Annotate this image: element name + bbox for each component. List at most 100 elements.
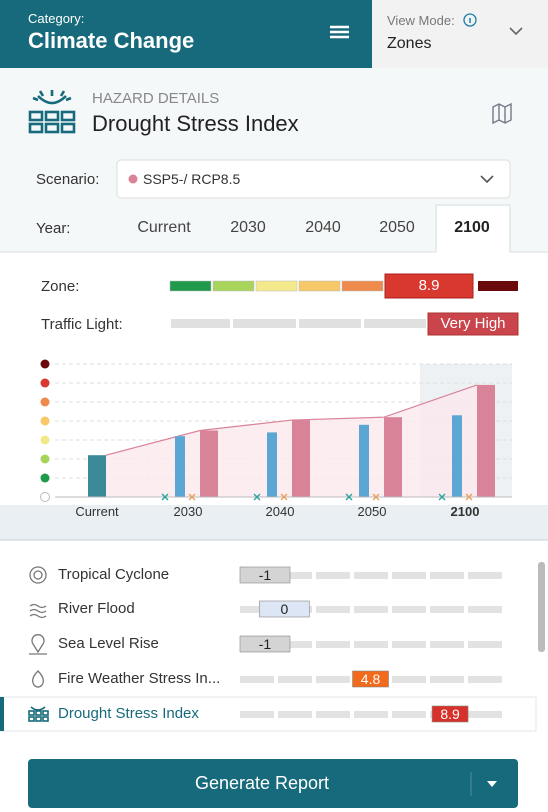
bar: [292, 420, 310, 497]
traffic-segment: [171, 319, 230, 328]
track-segment: [392, 572, 426, 579]
track-segment: [468, 641, 502, 648]
bar: [452, 415, 462, 497]
selected-tab[interactable]: [437, 206, 509, 253]
bar: [175, 436, 185, 497]
zone-segment: [169, 280, 212, 292]
track-segment: [430, 676, 464, 683]
track-segment: [316, 606, 350, 613]
level-dot: [40, 473, 50, 483]
tab-border: [0, 204, 548, 253]
scrollbar[interactable]: [538, 562, 545, 652]
marker-x: [372, 493, 380, 501]
level-dot: [40, 359, 50, 369]
hazard-title: Drought Stress Index: [92, 111, 299, 136]
traffic-badge: [427, 312, 519, 336]
view-mode[interactable]: Zones: [387, 35, 432, 52]
year-label: Year:: [36, 220, 71, 237]
hazard-kicker: HAZARD DETAILS: [92, 90, 220, 107]
traffic-segment: [233, 319, 296, 328]
level-dot: [40, 435, 50, 445]
marker-x: [161, 493, 169, 501]
track-segment: [430, 572, 464, 579]
hazard-name[interactable]: Tropical Cyclone: [58, 566, 170, 583]
track-segment: [240, 676, 274, 683]
value-label: -1: [258, 567, 272, 583]
scenario-label: Scenario:: [36, 171, 100, 188]
value-label: -1: [258, 636, 272, 652]
track-segment: [316, 676, 350, 683]
bar: [384, 417, 402, 497]
marker-x: [253, 493, 261, 501]
track-segment: [316, 641, 350, 648]
view-mode-label: View Mode:: [387, 13, 455, 28]
level-dot: [40, 416, 50, 426]
hazard-name[interactable]: Sea Level Rise: [58, 635, 159, 652]
drought-icon: [28, 90, 76, 134]
traffic-segment: [364, 319, 426, 328]
texture: [0, 505, 548, 540]
track-segment: [468, 711, 502, 718]
track-segment: [468, 606, 502, 613]
year-tab[interactable]: 2030: [230, 219, 266, 236]
x-tick-label: Current: [75, 504, 119, 519]
level-dot: [40, 454, 50, 464]
year-tab[interactable]: 2100: [454, 219, 490, 236]
year-tab[interactable]: 2040: [305, 219, 341, 236]
hazard-name[interactable]: Fire Weather Stress In...: [58, 670, 221, 687]
hazard-name[interactable]: River Flood: [58, 600, 135, 617]
zone-segment: [212, 280, 255, 292]
x-tick-label: 2100: [451, 504, 480, 519]
track-segment: [354, 711, 388, 718]
bar: [88, 455, 106, 497]
value-badge: [259, 600, 310, 618]
track-segment: [354, 641, 388, 648]
value-badge: [239, 566, 291, 584]
x-tick-label: 2050: [358, 504, 387, 519]
track-segment: [430, 641, 464, 648]
button-label[interactable]: Generate Report: [194, 773, 330, 793]
header-right: [372, 0, 548, 68]
value-badge: [431, 705, 469, 723]
year-tab[interactable]: Current: [137, 219, 191, 236]
chevron: [480, 175, 494, 184]
level-dot: [40, 492, 50, 502]
value-label: 8.9: [440, 706, 460, 722]
generate-button[interactable]: [28, 759, 518, 808]
traffic-segment: [299, 319, 361, 328]
track-segment: [278, 572, 312, 579]
row-indicator: [0, 697, 4, 731]
year-tab[interactable]: 2050: [379, 219, 415, 236]
marker-x: [345, 493, 353, 501]
scenario-select[interactable]: [116, 159, 511, 199]
x-tick-label: 2030: [174, 504, 203, 519]
map-icon[interactable]: [492, 102, 512, 125]
value-badge: [352, 670, 389, 688]
header-left: [0, 0, 372, 68]
track-segment: [392, 606, 426, 613]
dropdown-caret[interactable]: [487, 781, 497, 787]
zone-segment: [255, 280, 298, 292]
marker-x: [438, 493, 446, 501]
track-segment: [278, 676, 312, 683]
track-segment: [278, 641, 312, 648]
hazard-name[interactable]: Drought Stress Index: [58, 705, 199, 722]
traffic-light-label: Traffic Light:: [41, 316, 123, 333]
zone-badge: [384, 273, 474, 299]
marker-x: [465, 493, 473, 501]
value-label: 0: [280, 601, 289, 617]
info-icon[interactable]: [463, 13, 477, 27]
value-label: 4.8: [360, 671, 381, 687]
bar: [267, 432, 277, 497]
track-segment: [278, 711, 312, 718]
chevron[interactable]: [509, 27, 523, 36]
menu-icon[interactable]: [330, 25, 349, 39]
track-segment: [316, 711, 350, 718]
scenario-value[interactable]: SSP5-/ RCP8.5: [143, 171, 241, 187]
track-segment: [392, 676, 426, 683]
track-segment: [240, 711, 274, 718]
zone-segment: [478, 281, 518, 291]
track-segment: [354, 606, 388, 613]
marker-x: [280, 493, 288, 501]
